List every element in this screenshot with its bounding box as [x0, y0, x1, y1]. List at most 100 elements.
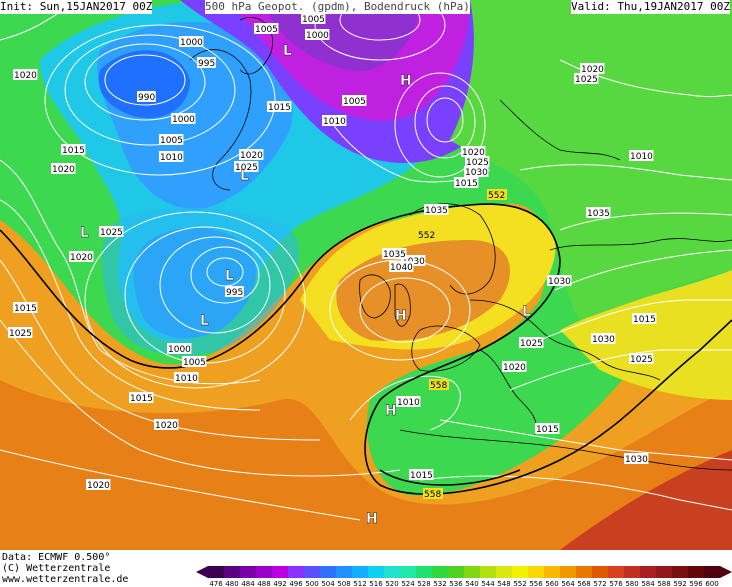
isobar-label: 1025 [100, 228, 123, 238]
isobar-label-bg [586, 207, 611, 218]
isobar-label-bg [159, 134, 184, 145]
isobar-label: 1000 [306, 31, 329, 41]
isobar-label-bg [591, 333, 616, 344]
copyright: (C) Wetterzentrale [2, 563, 111, 574]
data-source: Data: ECMWF 0.500° [2, 552, 111, 563]
isobar-label-bg [61, 144, 86, 155]
isobar-label-bg [305, 29, 330, 40]
isobar-label: 1020 [87, 481, 110, 491]
isobar-label-bg [629, 353, 654, 364]
scale-tick-label: 532 [433, 580, 446, 587]
scale-swatch [672, 566, 689, 578]
website-url: www.wetterzentrale.de [2, 574, 129, 585]
scale-swatch [624, 566, 641, 578]
isobar-label: 1000 [172, 115, 195, 125]
scale-tick-label: 524 [401, 580, 415, 587]
isobar-label: 1015 [130, 394, 153, 404]
isobar-label: 1025 [520, 339, 543, 349]
coastlines [189, 17, 732, 471]
isobar-label-bg [574, 73, 599, 84]
isobar-label-bg [159, 151, 184, 162]
isobar-label-bg [179, 36, 204, 47]
isobar-label: 1030 [402, 257, 425, 267]
cutoff-low-green [366, 346, 602, 496]
scale-swatch [592, 566, 609, 578]
isobar-label-bg [171, 113, 196, 124]
isobar-label-bg [154, 419, 179, 430]
scale-swatch [544, 566, 561, 578]
scale-tick-label: 584 [641, 580, 655, 587]
scale-tick-label: 576 [609, 580, 623, 587]
scale-tick-label: 568 [577, 580, 590, 587]
scale-swatch [560, 566, 577, 578]
scale-arrow-right [720, 566, 732, 578]
isobar-label: 1005 [160, 136, 183, 146]
scale-tick-label: 512 [353, 580, 366, 587]
scale-tick-label: 548 [497, 580, 510, 587]
scale-swatch [304, 566, 321, 578]
scale-tick-label: 600 [705, 580, 718, 587]
isobar-label-bg [174, 372, 199, 383]
init-time: Init: Sun,15JAN2017 00Z [0, 0, 153, 14]
isobar-label-bg [547, 275, 572, 286]
isobar-label-bg [409, 469, 434, 480]
isobar-label-bg [389, 261, 414, 272]
isobar-label-bg [239, 149, 264, 160]
isobar-label: 1005 [302, 15, 325, 25]
isobar-label-bg [519, 337, 544, 348]
scale-tick-label: 588 [657, 580, 670, 587]
isobar-label-bg [225, 286, 244, 297]
isobar-label-bg [254, 23, 279, 34]
isobar-label: 1020 [14, 71, 37, 81]
scale-arrow-left [196, 566, 208, 578]
isobar-label-bg [13, 302, 38, 313]
isobar-label: 1030 [465, 168, 488, 178]
scale-tick-label: 536 [449, 580, 463, 587]
isobar-label-bg [137, 91, 156, 102]
geopotential-label: 558 [424, 490, 441, 500]
scale-tick-label: 596 [689, 580, 703, 587]
isobar-label: 1010 [323, 117, 346, 127]
isobar-label: 1020 [70, 253, 93, 263]
scale-tick-label: 488 [257, 580, 270, 587]
isobar-label: 1025 [466, 158, 489, 168]
isobar-label-bg [51, 163, 76, 174]
valid-time: Valid: Thu,19JAN2017 00Z [571, 0, 730, 14]
isobar-label: 1020 [462, 148, 485, 158]
scale-tick-label: 476 [209, 580, 223, 587]
isobar-label: 995 [226, 288, 243, 298]
low-pressure-marker: L [522, 304, 531, 320]
scale-tick-label: 556 [529, 580, 543, 587]
scale-tick-label: 516 [369, 580, 383, 587]
scale-swatch [704, 566, 721, 578]
isobars [0, 0, 732, 521]
isobar-label-bg [401, 255, 426, 266]
isobar-label-bg [86, 479, 111, 490]
isobar-label-bg [454, 177, 479, 188]
scale-tick-label: 564 [561, 580, 575, 587]
isobar-label: 1015 [455, 179, 478, 189]
isobar-label-bg [267, 101, 292, 112]
isobar-label-bg [322, 115, 347, 126]
isobar-label: 1020 [155, 421, 178, 431]
isobar-label: 995 [198, 59, 215, 69]
isobar-label-bg [8, 327, 33, 338]
scale-swatch [256, 566, 273, 578]
scale-tick-label: 592 [673, 580, 686, 587]
scale-swatch [464, 566, 481, 578]
warm-airmass-south-core [0, 380, 732, 550]
geopotential-label-bg [423, 488, 443, 499]
isobar-label: 1020 [581, 65, 604, 75]
scale-swatch [576, 566, 593, 578]
isobar-label: 1020 [503, 363, 526, 373]
isobar-label: 1040 [390, 263, 413, 273]
isobar-label: 1025 [630, 355, 653, 365]
isobar-label: 1015 [14, 304, 37, 314]
isobar-label: 1000 [168, 345, 191, 355]
isobar-label: 1015 [633, 315, 656, 325]
isobar-label: 1000 [180, 38, 203, 48]
low-pressure-marker: L [200, 313, 209, 329]
scale-swatch [240, 566, 257, 578]
isobar-label-bg [167, 343, 192, 354]
geopotential-label: 552 [488, 191, 505, 201]
